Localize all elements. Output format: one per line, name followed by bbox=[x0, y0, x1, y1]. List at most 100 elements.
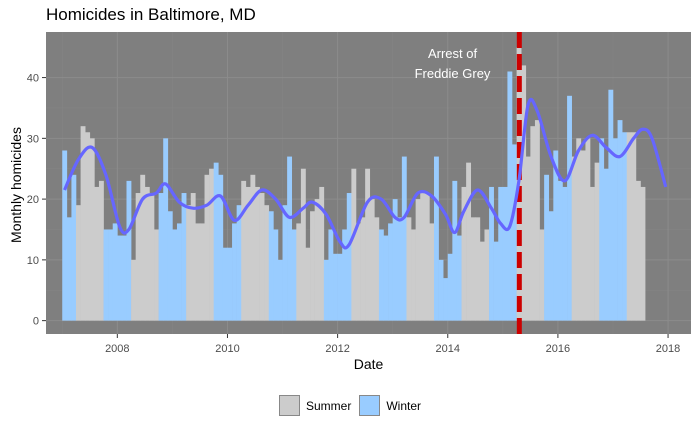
bar-summer bbox=[255, 186, 260, 321]
bar-summer bbox=[89, 138, 95, 321]
bar-winter bbox=[489, 186, 494, 321]
bar-summer bbox=[576, 138, 582, 321]
legend-item-summer: Summer bbox=[278, 395, 351, 416]
bar-summer bbox=[470, 217, 476, 321]
bar-summer bbox=[190, 193, 196, 321]
bar-winter bbox=[443, 278, 449, 321]
bar-summer bbox=[374, 217, 380, 321]
bar-winter bbox=[62, 150, 68, 321]
bar-summer bbox=[424, 193, 430, 321]
bar-winter bbox=[277, 259, 283, 321]
bar-winter bbox=[273, 229, 279, 321]
bar-summer bbox=[144, 186, 150, 321]
bar-winter bbox=[323, 259, 329, 321]
bar-winter bbox=[548, 211, 554, 321]
bar-winter bbox=[213, 162, 219, 321]
bar-winter bbox=[163, 138, 169, 321]
bar-summer bbox=[94, 186, 100, 321]
bar-winter bbox=[553, 150, 559, 321]
bar-winter bbox=[126, 180, 132, 321]
bar-winter bbox=[176, 223, 182, 321]
chart-title: Homicides in Baltimore, MD bbox=[46, 5, 256, 24]
legend-swatch-winter bbox=[359, 395, 381, 416]
bar-summer bbox=[411, 229, 416, 321]
bar-winter bbox=[121, 235, 127, 321]
bar-winter bbox=[622, 132, 628, 321]
bar-winter bbox=[562, 186, 568, 321]
bar-summer bbox=[85, 132, 91, 321]
bar-winter bbox=[282, 205, 288, 321]
bar-summer bbox=[635, 180, 641, 321]
bar-winter bbox=[557, 180, 563, 321]
bar-winter bbox=[172, 229, 178, 321]
bar-summer bbox=[525, 156, 531, 321]
bar-summer bbox=[264, 205, 270, 321]
bar-winter bbox=[498, 186, 504, 321]
y-tick-label: 30 bbox=[27, 133, 39, 145]
bar-summer bbox=[319, 186, 325, 321]
bar-summer bbox=[479, 241, 485, 321]
bar-summer bbox=[369, 199, 375, 321]
x-tick-label: 2008 bbox=[105, 343, 129, 355]
bar-summer bbox=[80, 126, 86, 321]
bar-winter bbox=[227, 247, 233, 321]
bar-winter bbox=[599, 138, 605, 321]
x-tick-label: 2010 bbox=[215, 343, 239, 355]
bar-winter bbox=[456, 235, 462, 321]
y-axis-label: Monthly homicides bbox=[8, 127, 24, 243]
bar-summer bbox=[475, 217, 481, 321]
x-tick-label: 2016 bbox=[546, 343, 570, 355]
bar-summer bbox=[585, 138, 591, 321]
bar-winter bbox=[112, 223, 118, 321]
bar-summer bbox=[534, 120, 540, 321]
bar-summer bbox=[631, 132, 637, 321]
bar-winter bbox=[383, 235, 389, 321]
bar-summer bbox=[140, 174, 146, 321]
bar-summer bbox=[360, 217, 366, 321]
bar-summer bbox=[186, 205, 192, 321]
bar-winter bbox=[388, 223, 393, 321]
trend-line-group bbox=[63, 97, 668, 250]
bar-summer bbox=[484, 229, 490, 321]
bar-summer bbox=[626, 132, 632, 321]
bar-summer bbox=[415, 199, 421, 321]
bar-summer bbox=[310, 211, 315, 321]
bar-winter bbox=[452, 180, 458, 321]
bar-winter bbox=[181, 193, 187, 321]
bar-summer bbox=[296, 223, 302, 321]
bar-summer bbox=[209, 168, 214, 321]
bar-summer bbox=[521, 65, 527, 321]
x-axis-label: Date bbox=[353, 356, 384, 372]
bars bbox=[62, 47, 646, 321]
bar-summer bbox=[149, 193, 155, 321]
x-tick-label: 2018 bbox=[656, 343, 680, 355]
bar-winter bbox=[612, 138, 618, 321]
bar-winter bbox=[378, 229, 384, 321]
bar-winter bbox=[567, 95, 572, 321]
bar-winter bbox=[617, 120, 623, 321]
bar-winter bbox=[401, 156, 407, 321]
bar-winter bbox=[603, 168, 609, 321]
bar-winter bbox=[502, 186, 508, 321]
bar-summer bbox=[259, 193, 265, 321]
trend-line bbox=[63, 97, 668, 250]
bar-winter bbox=[397, 217, 403, 321]
bar-summer bbox=[250, 174, 256, 321]
bar-winter bbox=[218, 174, 224, 321]
bar-winter bbox=[268, 211, 274, 321]
bar-summer bbox=[580, 150, 586, 321]
bar-winter bbox=[346, 193, 352, 321]
bar-summer bbox=[305, 247, 311, 321]
bar-winter bbox=[447, 253, 453, 321]
annotation-line-2: Freddie Grey bbox=[414, 66, 491, 81]
bar-winter bbox=[222, 247, 228, 321]
bar-winter bbox=[328, 229, 334, 321]
bar-winter bbox=[512, 144, 517, 321]
y-tick-label: 20 bbox=[27, 194, 39, 206]
x-axis: 2008 2010 2012 2014 2016 2018 bbox=[105, 334, 680, 355]
bar-winter bbox=[544, 174, 550, 321]
bar-winter bbox=[392, 199, 398, 321]
bar-summer bbox=[355, 223, 361, 321]
bar-winter bbox=[66, 217, 72, 321]
bar-summer bbox=[241, 180, 247, 321]
